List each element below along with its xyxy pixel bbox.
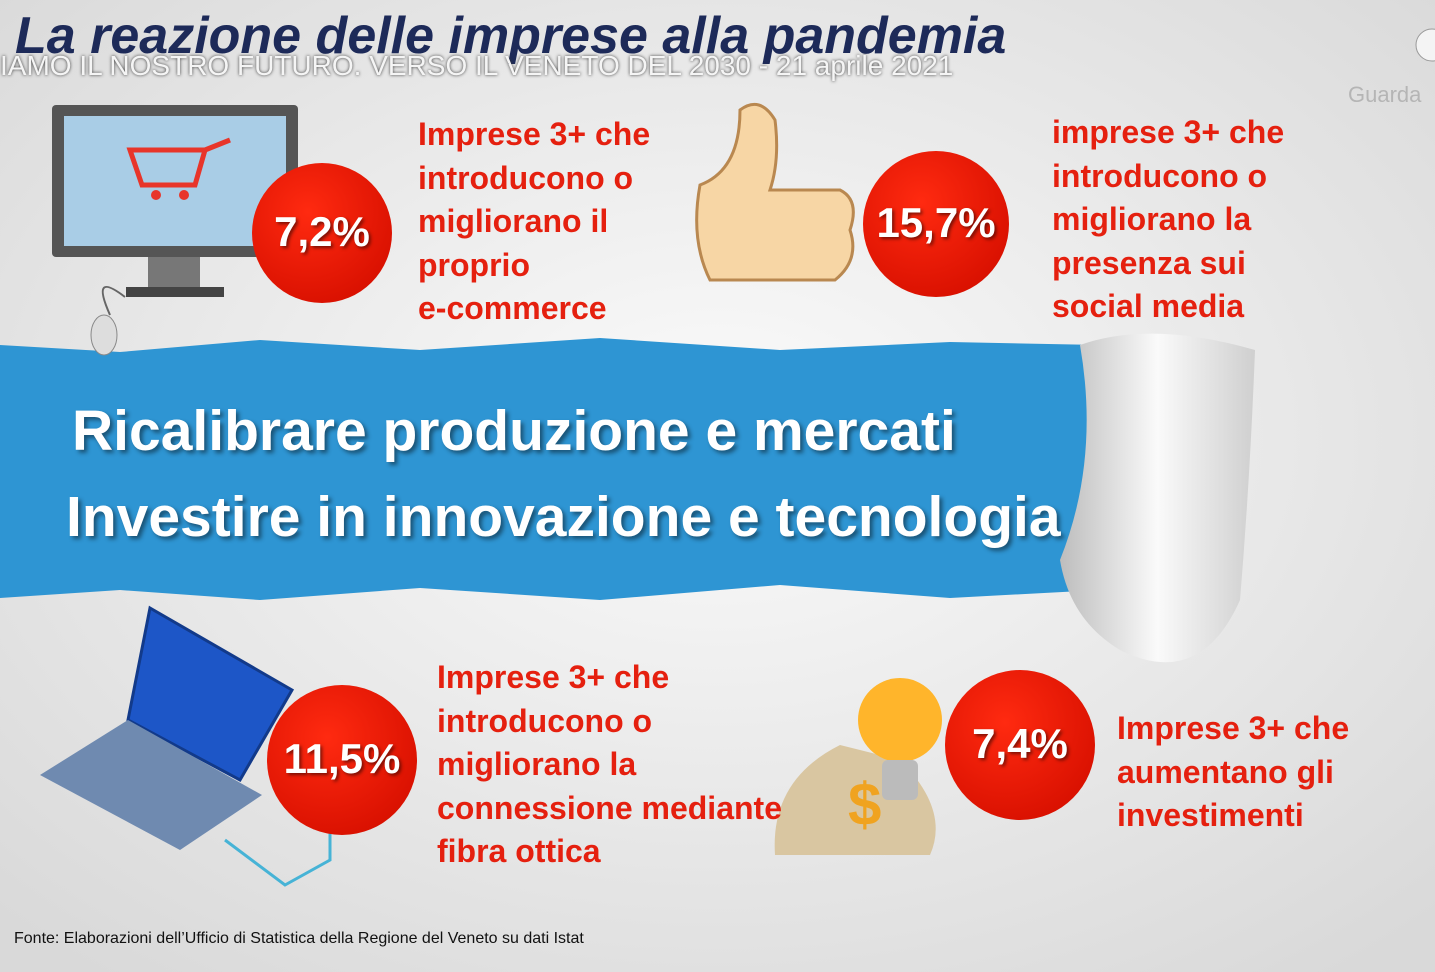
stat-description: Imprese 3+ che introducono o migliorano la… — [437, 656, 782, 874]
stat-line: e-commerce — [418, 290, 607, 326]
stat-line: introducono o — [418, 159, 634, 196]
stat-line: social media — [1052, 288, 1245, 324]
source-note: Fonte: Elaborazioni dell’Ufficio di Stat… — [14, 930, 584, 947]
stat-description: imprese 3+ che introducono o migliorano la… — [1052, 111, 1284, 329]
stat-line: Imprese 3+ che — [418, 116, 651, 152]
stat-line: aumentano gli — [1117, 753, 1334, 790]
stat-line: Imprese 3+ che — [1117, 710, 1350, 746]
stat-line: proprio — [418, 246, 530, 283]
slide-title: La reazione delle imprese alla pandemia — [15, 7, 1007, 65]
stat-line: introducono o — [437, 702, 653, 739]
watch-label[interactable]: Guarda — [1348, 82, 1422, 107]
stat-value: 15,7% — [876, 199, 996, 246]
stat-line: connessione mediante — [437, 789, 782, 826]
stat-value: 11,5% — [283, 735, 401, 782]
stat-line: migliorano il — [418, 203, 609, 239]
stat-line: presenza sui — [1052, 244, 1246, 281]
stat-line: imprese 3+ che — [1052, 114, 1285, 150]
banner-line: Investire in innovazione e tecnologia — [66, 485, 1061, 549]
stat-value: 7,4% — [972, 720, 1068, 767]
banner-line: Ricalibrare produzione e mercati — [72, 399, 956, 463]
video-title[interactable]: IAMO IL NOSTRO FUTURO. VERSO IL VENETO D… — [0, 50, 954, 81]
stat-value: 7,2% — [274, 208, 370, 255]
stat-description: Imprese 3+ che introducono o migliorano il… — [418, 113, 650, 331]
stat-line: migliorano la — [1052, 201, 1252, 237]
stat-description: Imprese 3+ che aumentano gli investimenti — [1117, 707, 1349, 838]
stat-line: investimenti — [1117, 797, 1304, 833]
stat-line: introducono o — [1052, 157, 1268, 194]
stat-line: migliorano la — [437, 746, 637, 782]
stat-line: Imprese 3+ che — [437, 659, 670, 695]
svg-text:$: $ — [848, 771, 881, 838]
stat-line: fibra ottica — [437, 833, 601, 869]
